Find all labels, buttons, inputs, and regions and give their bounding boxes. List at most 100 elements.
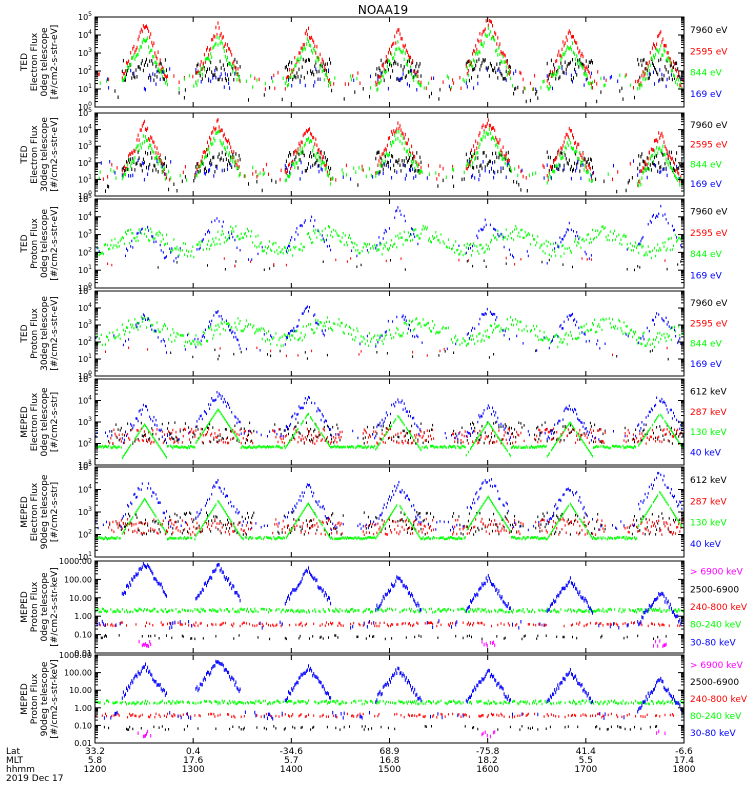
mark-green (326, 441, 328, 444)
mark-green (384, 159, 386, 164)
mark-green (434, 236, 436, 239)
mark-green (217, 43, 219, 47)
mark-green (360, 335, 362, 338)
mark-black (247, 439, 248, 442)
mark-green (395, 235, 397, 238)
mark-green (156, 62, 158, 67)
mark-green (475, 52, 477, 56)
mark-red (583, 157, 585, 162)
mark-black (641, 152, 643, 156)
mark-black (161, 422, 163, 426)
mark-black (199, 169, 201, 173)
mark-green (310, 416, 312, 419)
mark-green (598, 323, 600, 326)
mark-red (410, 55, 411, 60)
mark-green (419, 322, 421, 325)
mark-blue (228, 403, 230, 406)
mark-red (350, 257, 352, 260)
mark-red (375, 80, 377, 85)
mark-green (231, 428, 233, 431)
mark-black (201, 427, 203, 431)
mark-red (395, 433, 397, 437)
mark-black (240, 350, 242, 354)
mark-green (535, 334, 537, 337)
mark-red (223, 44, 225, 48)
mark-red (420, 80, 422, 85)
mark-red (193, 430, 195, 433)
mark-blue (214, 219, 216, 222)
mark-blue (376, 425, 378, 429)
mark-black (638, 62, 640, 67)
mark-black (243, 427, 245, 430)
mark-black (535, 349, 537, 353)
mark-green (458, 253, 460, 256)
mark-blue (637, 173, 639, 177)
mark-green (153, 238, 155, 241)
mark-blue (366, 334, 368, 338)
mark-green (439, 330, 441, 333)
mark-red (169, 178, 171, 182)
mark-blue (565, 231, 567, 234)
mark-blue (135, 323, 137, 327)
mark-green (613, 232, 614, 235)
mark-black (160, 62, 162, 66)
mark-green (164, 454, 166, 457)
legend-entry: 2595 eV (690, 47, 728, 57)
mark-green (276, 249, 278, 252)
mark-blue (321, 168, 323, 172)
mark-green (414, 327, 416, 331)
mark-green (427, 239, 429, 242)
mark-red (439, 164, 441, 168)
mark-green (231, 230, 233, 233)
mark-blue (641, 237, 643, 240)
mark-blue (403, 214, 405, 218)
mark-blue (680, 342, 682, 345)
mark-green (117, 241, 119, 244)
mark-red (403, 45, 405, 49)
panel-1-marks (97, 17, 684, 104)
mark-green (385, 151, 387, 155)
mark-blue (382, 171, 384, 176)
mark-black (590, 59, 592, 63)
mark-black (304, 169, 306, 173)
mark-green (584, 73, 586, 77)
mark-blue (448, 84, 450, 89)
mark-black (586, 160, 588, 164)
mark-green (285, 248, 287, 251)
mark-green (133, 159, 135, 163)
mark-red (141, 124, 143, 128)
mark-black (640, 154, 642, 159)
mark-black (565, 157, 567, 161)
mark-green (325, 72, 327, 76)
mark-blue (658, 79, 660, 83)
mark-green (256, 446, 258, 449)
mark-green (451, 247, 452, 251)
mark-blue (202, 238, 204, 241)
mark-black (261, 188, 263, 193)
mark-green (265, 332, 267, 335)
mark-red (200, 60, 202, 64)
mark-green (137, 328, 139, 331)
mark-blue (137, 322, 139, 325)
mark-blue (580, 176, 582, 181)
mark-green (328, 327, 329, 330)
mark-blue (209, 407, 211, 410)
mark-green (470, 242, 471, 246)
mark-red (244, 429, 246, 433)
mark-red (219, 433, 221, 436)
mark-red (644, 72, 646, 76)
mark-red (577, 46, 579, 50)
mark-red (236, 72, 238, 76)
mark-black (213, 73, 215, 77)
mark-red (465, 64, 467, 68)
mark-blue (384, 228, 386, 232)
mark-green (145, 424, 146, 427)
mark-black (507, 150, 509, 155)
mark-blue (562, 238, 564, 241)
mark-green (555, 334, 557, 337)
mark-red (570, 35, 572, 39)
mark-blue (543, 176, 545, 180)
mark-green (507, 328, 509, 331)
mark-black (417, 69, 419, 74)
mark-green (186, 178, 187, 182)
